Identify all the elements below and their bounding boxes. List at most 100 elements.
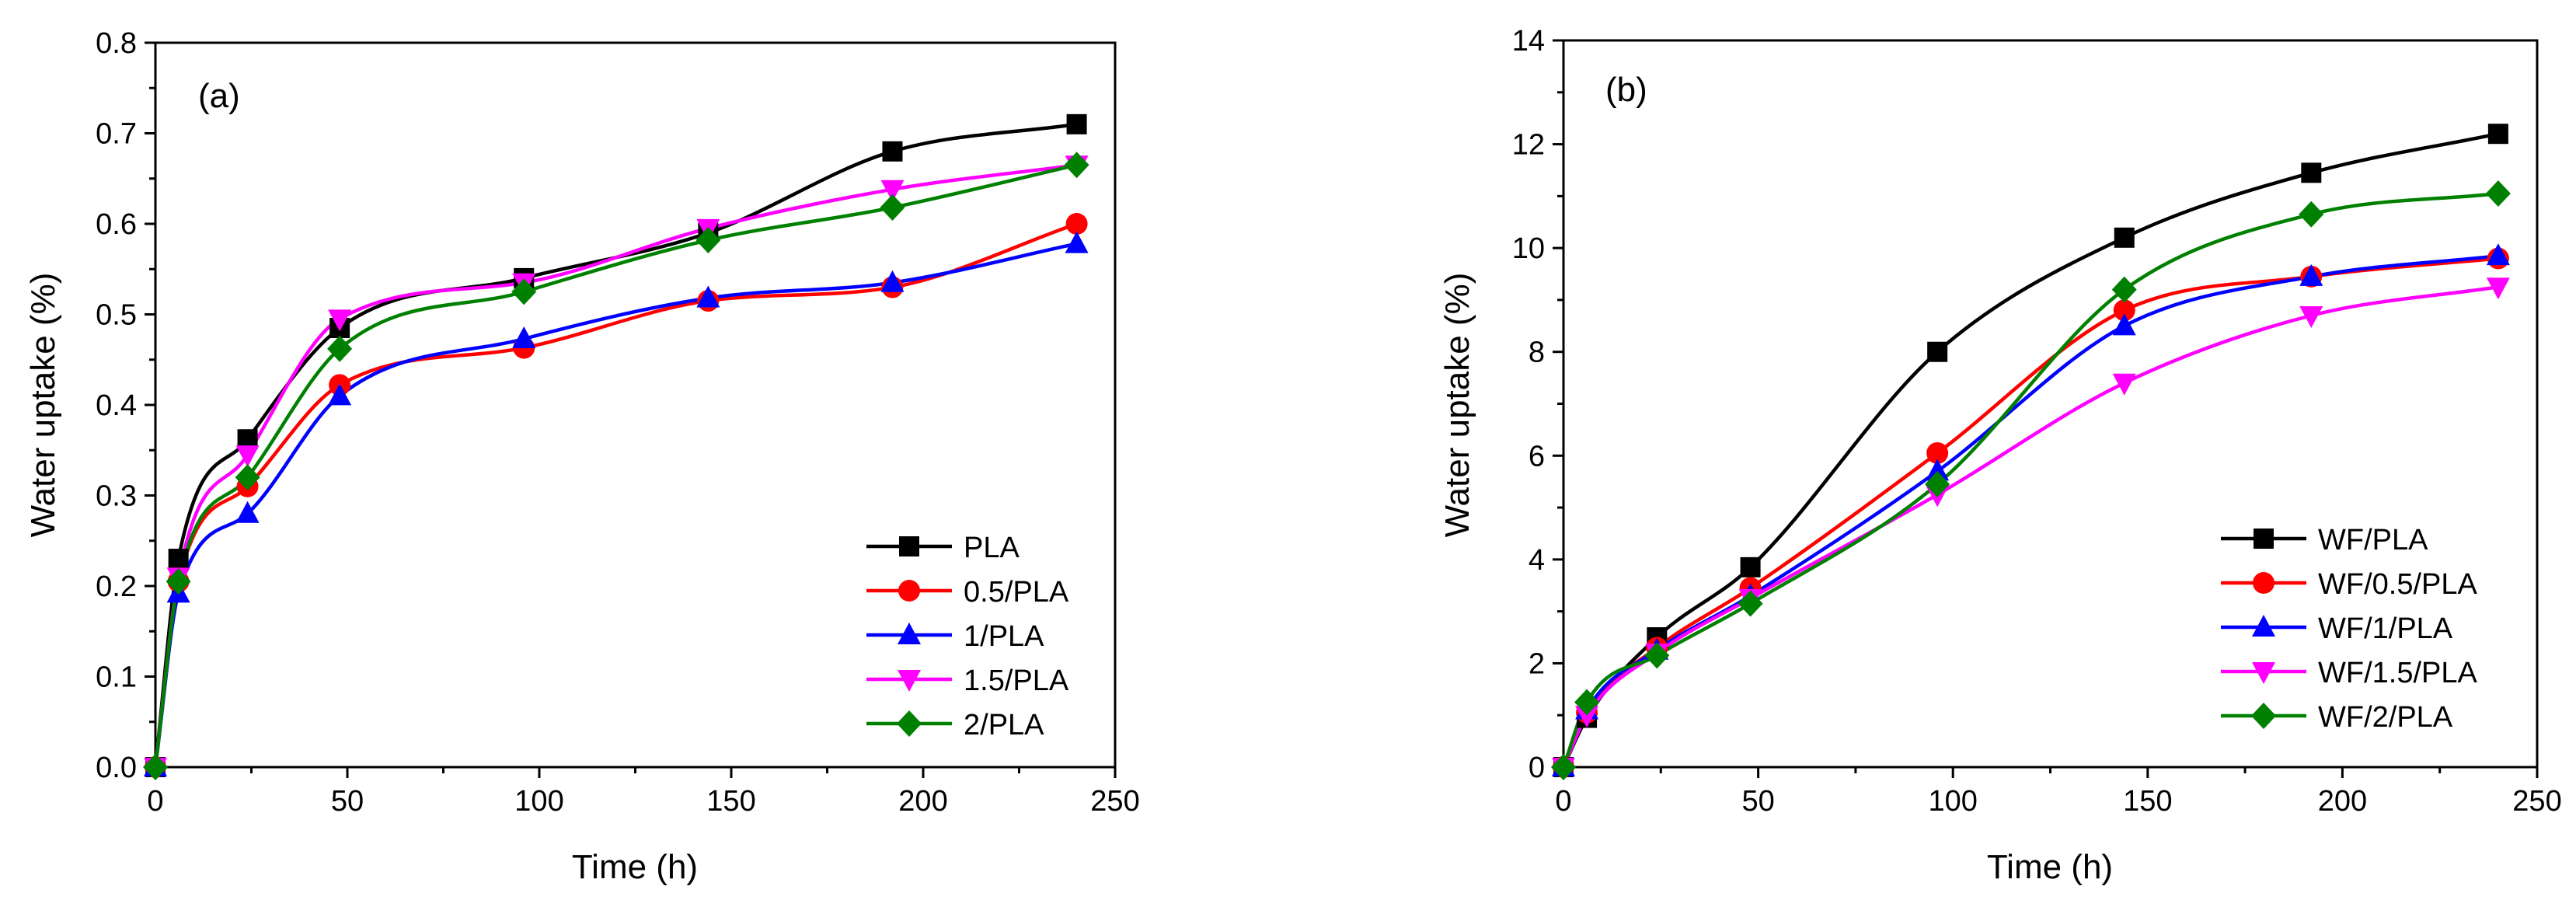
data-point-WF/PLA <box>1927 341 1948 362</box>
x-tick-label: 200 <box>898 785 947 818</box>
y-tick-label: 0.3 <box>96 480 137 513</box>
series-line-WF/0.5/PLA <box>1561 256 2499 768</box>
legend-marker <box>898 623 921 644</box>
data-point-WF/PLA <box>1740 556 1761 577</box>
legend-marker <box>898 670 921 692</box>
y-tick-label: 0.7 <box>96 118 137 151</box>
legend-label: 1.5/PLA <box>964 665 1069 697</box>
data-point-1/PLA <box>235 501 260 523</box>
series-markers <box>1551 124 2511 780</box>
y-axis-label: Water uptake (%) <box>24 273 62 538</box>
x-axis-label: Time (h) <box>1987 848 2113 886</box>
data-point-WF/1.5/PLA <box>2486 277 2510 300</box>
data-point-2/PLA <box>143 754 168 780</box>
data-point-2/PLA <box>235 464 260 491</box>
data-point-1.5/PLA <box>235 445 260 468</box>
panel-label: (a) <box>198 77 240 115</box>
legend-marker <box>2251 703 2276 729</box>
data-point-1/PLA <box>512 326 536 348</box>
legend: PLA 0.5/PLA 1/PLA 1.5/PLA 2/PLA <box>866 532 1069 741</box>
data-point-WF/2/PLA <box>2485 180 2511 208</box>
data-point-PLA <box>882 141 903 162</box>
legend-label: WF/1.5/PLA <box>2318 657 2477 689</box>
data-point-WF/2/PLA <box>1644 642 1670 669</box>
legend-label: WF/2/PLA <box>2318 701 2453 734</box>
legend-label: PLA <box>964 532 1020 564</box>
legend: WF/PLA WF/0.5/PLA WF/1/PLA WF/1.5/PLA WF/2/P… <box>2221 524 2477 734</box>
y-tick-label: 8 <box>1529 337 1545 369</box>
x-tick-label: 250 <box>2512 785 2561 818</box>
data-point-WF/1/PLA <box>2299 263 2323 286</box>
series-markers <box>143 113 1089 780</box>
legend-marker <box>2252 615 2275 637</box>
data-point-1/PLA <box>328 383 352 406</box>
series-line-PLA <box>153 122 1077 768</box>
data-point-2/PLA <box>1064 152 1089 179</box>
y-tick-label: 0.6 <box>96 208 137 241</box>
legend-marker <box>2254 529 2274 549</box>
y-tick-label: 0.4 <box>96 389 137 422</box>
axis-ticks: 0 50 100 150 200 250 0 2 4 6 8 10 12 14 <box>1512 25 2562 818</box>
data-point-2/PLA <box>166 568 191 595</box>
y-tick-label: 0 <box>1529 752 1545 784</box>
y-tick-label: 0.0 <box>96 752 137 784</box>
data-point-2/PLA <box>327 335 353 362</box>
y-tick-label: 12 <box>1512 129 1545 162</box>
legend-marker <box>898 580 920 602</box>
data-point-WF/0.5/PLA <box>2113 299 2135 322</box>
x-tick-label: 150 <box>706 785 755 818</box>
y-axis-label: Water uptake (%) <box>1438 273 1476 538</box>
legend-label: WF/PLA <box>2318 524 2428 556</box>
y-tick-label: 6 <box>1529 440 1545 473</box>
axis-ticks: 0 50 100 150 200 250 0.0 0.1 0.2 0.3 0.4 0.5 0.6 0.7 0… <box>96 27 1140 818</box>
y-tick-label: 0.1 <box>96 661 137 694</box>
data-point-WF/1.5/PLA <box>2112 373 2136 396</box>
series-line-WF/1/PLA <box>1561 253 2499 768</box>
legend-label: 0.5/PLA <box>964 576 1069 609</box>
y-tick-label: 4 <box>1529 544 1545 577</box>
series-line-0.5/PLA <box>153 222 1078 768</box>
panel-label: (b) <box>1605 71 1647 109</box>
legend-label: WF/0.5/PLA <box>2318 568 2477 601</box>
x-tick-label: 50 <box>1741 785 1774 818</box>
series-lines <box>153 122 1078 768</box>
x-tick-label: 0 <box>1555 785 1571 818</box>
x-axis-label: Time (h) <box>572 848 698 886</box>
data-point-WF/1/PLA <box>2112 313 2136 336</box>
legend-label: 2/PLA <box>964 709 1044 741</box>
data-point-WF/2/PLA <box>1925 471 1950 498</box>
legend-marker <box>2252 662 2275 684</box>
legend-label: WF/1/PLA <box>2318 612 2453 645</box>
y-tick-label: 0.8 <box>96 27 137 60</box>
data-point-1/PLA <box>696 285 720 308</box>
chart-panel-a: 0 50 100 150 200 250 0.0 0.1 0.2 0.3 0.4 0.5 0.6 0.7 0… <box>24 27 1140 886</box>
data-point-WF/1/PLA <box>1926 459 1950 481</box>
x-tick-label: 0 <box>147 785 163 818</box>
data-point-WF/2/PLA <box>1551 754 1576 780</box>
data-point-1.5/PLA <box>880 180 905 202</box>
x-tick-label: 200 <box>2318 785 2367 818</box>
x-tick-label: 50 <box>331 785 364 818</box>
data-point-2/PLA <box>695 226 721 253</box>
data-point-1/PLA <box>1065 231 1089 253</box>
legend-marker <box>2253 572 2274 594</box>
data-point-WF/0.5/PLA <box>1926 441 1949 464</box>
data-point-2/PLA <box>511 278 537 305</box>
series-line-2/PLA <box>153 163 1078 768</box>
y-tick-label: 2 <box>1529 647 1545 680</box>
data-point-WF/PLA <box>2301 162 2322 183</box>
x-tick-label: 100 <box>514 785 563 818</box>
y-tick-label: 14 <box>1512 25 1545 58</box>
data-point-WF/2/PLA <box>2111 276 2137 303</box>
legend-marker <box>899 536 919 556</box>
data-point-1.5/PLA <box>328 309 352 332</box>
data-point-0.5/PLA <box>1065 213 1088 235</box>
data-point-WF/2/PLA <box>2299 201 2324 228</box>
data-point-WF/1.5/PLA <box>2299 305 2323 328</box>
data-point-1/PLA <box>880 270 905 292</box>
data-point-WF/2/PLA <box>1574 689 1600 716</box>
plot-frame <box>154 41 1117 769</box>
data-point-2/PLA <box>880 194 905 222</box>
